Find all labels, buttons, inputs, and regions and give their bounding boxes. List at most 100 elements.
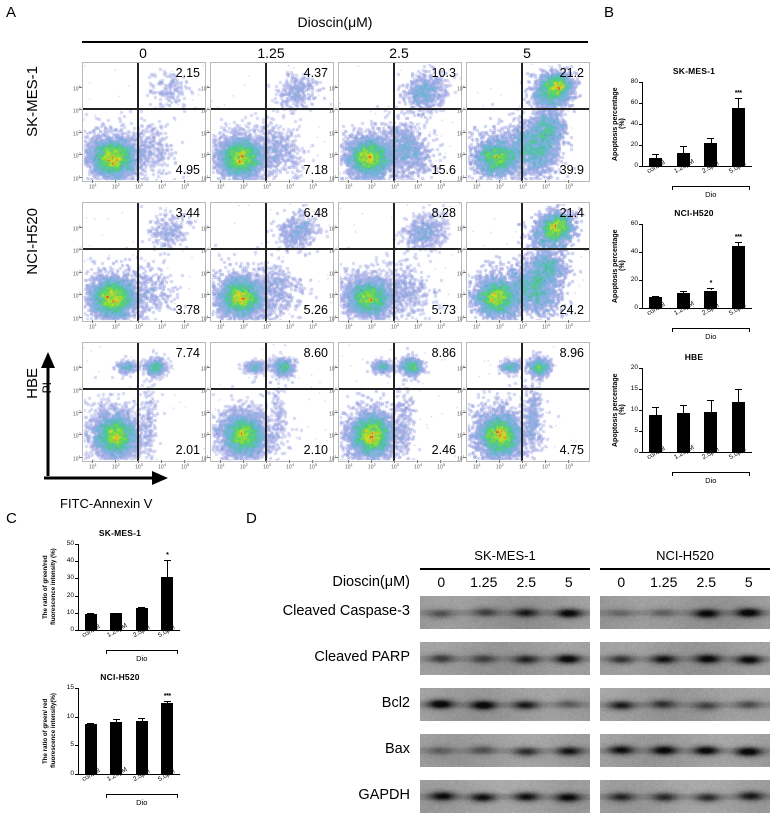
flow-x-tick: 101 (473, 462, 481, 471)
chart-bar-2[interactable] (704, 143, 718, 166)
quadrant-horizontal-gate (339, 248, 461, 250)
flow-x-tickmark (348, 320, 349, 323)
flow-y-tickmark (79, 389, 82, 391)
chart-bar-1[interactable] (676, 292, 690, 308)
flow-plot-hbe-2.5[interactable]: 8.86 2.46 (338, 342, 462, 462)
panel-a-row-label-sk-mes-1: SK-MES-1 (24, 66, 41, 137)
chart-error-bar-3 (738, 242, 740, 246)
chart-bar-2[interactable] (135, 607, 148, 630)
flow-x-tick: 104 (158, 182, 166, 191)
quadrant-vertical-gate (393, 63, 395, 181)
chart-bar-0[interactable] (84, 613, 97, 630)
chart-y-tickmark (75, 630, 78, 631)
chart-bar-2[interactable] (135, 720, 148, 774)
chart-bar-2[interactable] (704, 412, 718, 452)
flow-plot-sk-mes-1-2.5[interactable]: 10.3 15.6 (338, 62, 462, 182)
chart-bar-2[interactable] (704, 290, 718, 308)
flow-y-tick: 104 (73, 386, 81, 395)
chart-title: NCI-H520 (674, 208, 714, 218)
blot-band-row-nci-h520-bcl2 (600, 688, 770, 721)
pi-axis-label: PI (40, 382, 54, 394)
quadrant-value-lower-right: 4.95 (175, 163, 200, 177)
flow-x-tick: 104 (542, 462, 550, 471)
chart-y-tickmark (75, 774, 78, 775)
flow-y-tick: 101 (201, 314, 209, 323)
flow-x-tickmark (161, 320, 163, 323)
flow-plot-hbe-5[interactable]: 8.96 4.75 (466, 342, 590, 462)
chart-bar-1[interactable] (676, 413, 690, 452)
flow-plot-nci-h520-2.5[interactable]: 8.28 5.73 (338, 202, 462, 322)
flow-y-tick: 105 (329, 224, 337, 233)
chart-x-axis (642, 308, 752, 309)
quadrant-value-lower-right: 7.18 (303, 163, 328, 177)
quadrant-horizontal-gate (211, 108, 333, 110)
chart-bar-3[interactable] (731, 402, 745, 452)
chart-x-axis (78, 630, 180, 631)
flow-x-tickmark (289, 320, 291, 323)
flow-x-tickmark (220, 460, 221, 463)
blot-band-row-nci-h520-cleaved-parp (600, 642, 770, 675)
flow-plot-nci-h520-1.25[interactable]: 6.48 5.26 (210, 202, 334, 322)
flow-plot-sk-mes-1-0[interactable]: 2.15 4.95 (82, 62, 206, 182)
flow-x-tick: 102 (368, 462, 376, 471)
flow-plot-nci-h520-0[interactable]: 3.44 3.78 (82, 202, 206, 322)
flow-plot-hbe-1.25[interactable]: 8.60 2.10 (210, 342, 334, 462)
flow-y-tick: 102 (329, 151, 337, 161)
flow-x-tick: 102 (112, 182, 120, 191)
flow-y-tickmark (207, 154, 210, 156)
flow-y-tickmark (335, 154, 338, 156)
chart-y-tickmark (75, 612, 78, 614)
quadrant-value-upper-right: 21.2 (559, 66, 584, 80)
chart-y-tickmark (639, 252, 642, 253)
flow-y-tick: 103 (201, 409, 209, 418)
flow-plot-hbe-0[interactable]: 7.74 2.01 (82, 342, 206, 462)
blot-band-row-sk-mes-1-bcl2 (420, 688, 590, 721)
flow-plot-nci-h520-5[interactable]: 21.4 24.2 (466, 202, 590, 322)
flow-plot-sk-mes-1-5[interactable]: 21.2 39.9 (466, 62, 590, 182)
flow-scatter-canvas (83, 63, 205, 181)
flow-x-tickmark (266, 460, 268, 463)
chart-y-tick-label: 5 (634, 427, 638, 434)
chart-bar-1[interactable] (110, 722, 123, 774)
flow-plot-sk-mes-1-1.25[interactable]: 4.37 7.18 (210, 62, 334, 182)
blot-group-title-sk-mes-1: SK-MES-1 (474, 548, 536, 563)
flow-x-tick: 103 (263, 322, 271, 331)
chart-bar-0[interactable] (649, 158, 663, 166)
chart-bar-1[interactable] (676, 152, 690, 166)
flow-y-tick: 102 (329, 291, 337, 301)
quadrant-value-lower-right: 2.01 (175, 443, 200, 457)
chart-bar-0[interactable] (84, 724, 97, 774)
chart-y-tick-label: 80 (630, 78, 638, 85)
chart-bar-1[interactable] (110, 613, 123, 630)
chart-bar-3[interactable] (731, 107, 745, 166)
flow-y-tickmark (79, 154, 82, 156)
chart-error-cap-3 (734, 98, 742, 100)
chart-bar-0[interactable] (649, 296, 663, 308)
flow-y-tick: 105 (201, 84, 209, 93)
chart-error-cap-1 (679, 404, 687, 406)
chart-x-tick-label-2: 2.5μM (131, 767, 152, 784)
flow-y-tickmark (463, 226, 466, 228)
flow-x-tickmark (568, 180, 570, 183)
chart-y-tick-label: 40 (630, 248, 638, 255)
blot-protein-label-gapdh: GAPDH (358, 787, 410, 803)
chart-y-tick-label: 0 (634, 304, 638, 311)
flow-y-tickmark (463, 177, 466, 178)
chart-y-tickmark (75, 716, 78, 718)
chart-bar-3[interactable] (161, 576, 174, 630)
flow-y-tickmark (463, 434, 466, 436)
flow-y-tickmark (463, 109, 466, 111)
chart-bar-3[interactable] (161, 703, 174, 774)
flow-x-tickmark (371, 460, 373, 463)
blot-band-row-sk-mes-1-cleaved-caspase-3 (420, 596, 590, 629)
chart-bar-0[interactable] (649, 414, 663, 452)
flow-x-tick: 104 (286, 322, 294, 331)
flow-y-tickmark (79, 249, 82, 251)
flow-x-tick: 104 (414, 322, 422, 331)
chart-y-tick-label: 0 (70, 770, 74, 777)
flow-x-tickmark (184, 320, 186, 323)
chart-bar-3[interactable] (731, 245, 745, 308)
chart-y-axis-label: The ratio of green/ red fluorescence int… (42, 693, 57, 769)
flow-y-tick: 104 (73, 106, 81, 115)
flow-x-tickmark (394, 460, 396, 463)
